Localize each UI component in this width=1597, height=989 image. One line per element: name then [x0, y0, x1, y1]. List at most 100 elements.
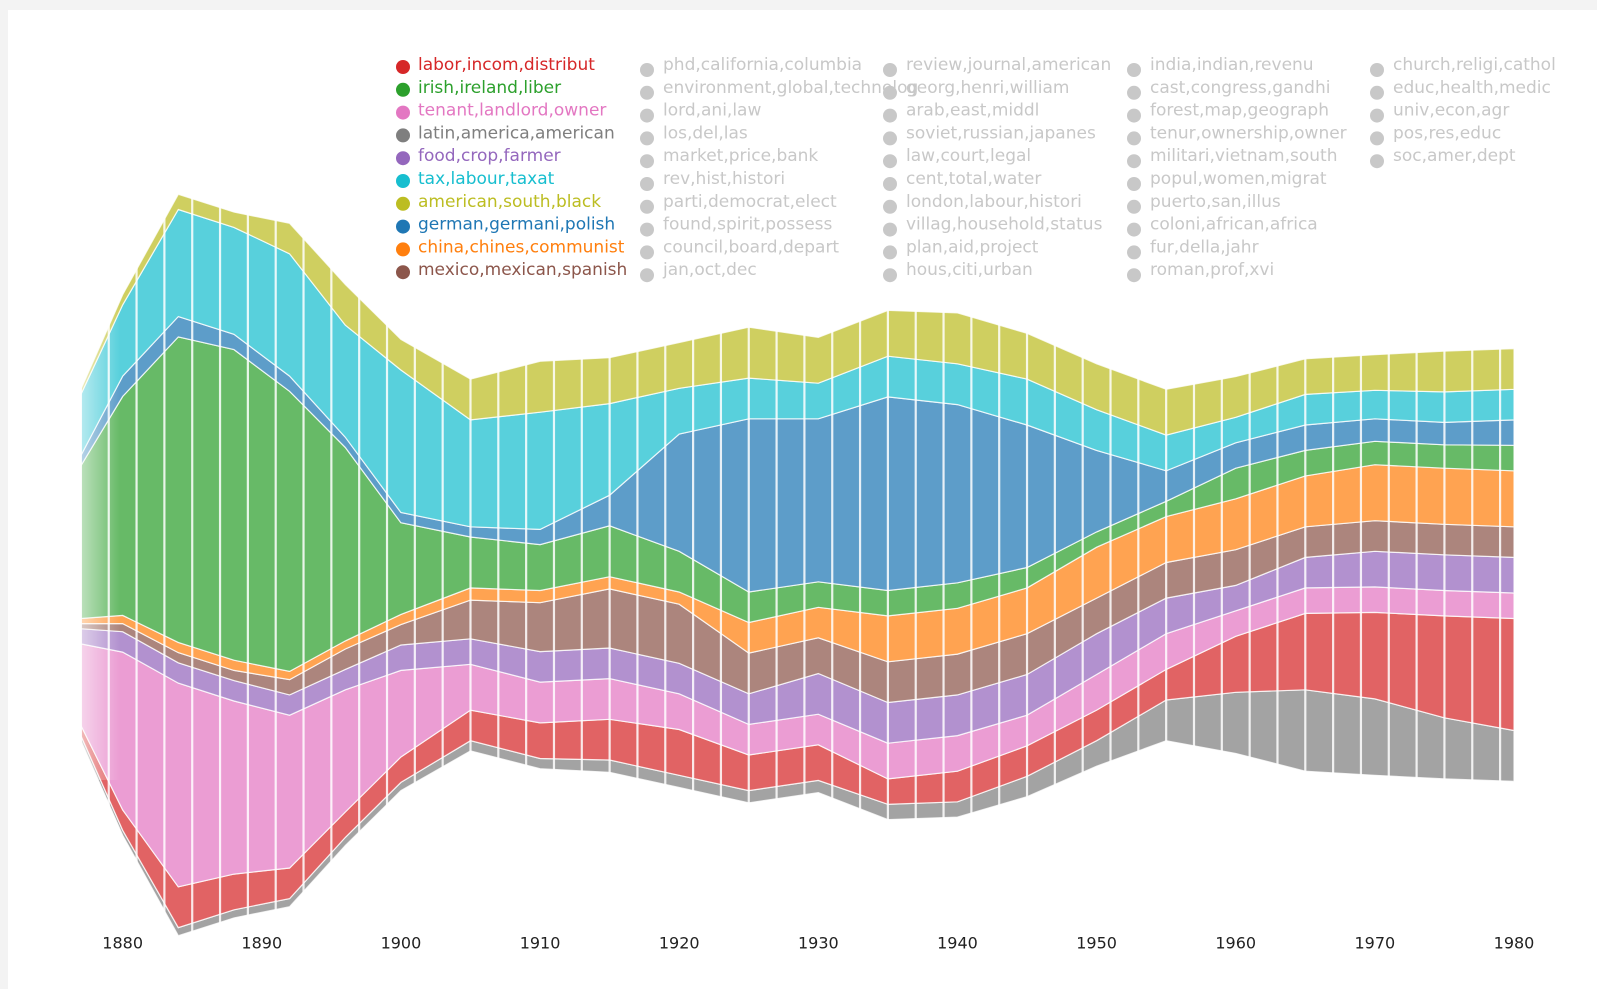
inactive-marker	[1127, 222, 1141, 237]
inactive-marker	[640, 85, 654, 100]
x-tick-label: 1910	[520, 934, 561, 953]
inactive-marker	[640, 63, 654, 77]
inactive-marker	[883, 154, 897, 169]
inactive-label: popul,women,migrat	[1150, 169, 1327, 189]
legend-marker	[396, 174, 410, 188]
inactive-label: council,board,depart	[663, 237, 839, 257]
legend-marker	[396, 82, 410, 97]
inactive-marker	[883, 268, 897, 283]
inactive-marker	[1127, 131, 1141, 146]
inactive-marker	[1127, 108, 1141, 123]
inactive-label: fur,della,jahr	[1150, 237, 1259, 257]
inactive-marker	[1370, 63, 1384, 77]
inactive-label: villag,household,status	[906, 215, 1103, 235]
year-stripes	[79, 189, 1502, 941]
x-tick-label: 1920	[659, 934, 700, 953]
inactive-marker	[1370, 154, 1384, 169]
x-tick-label: 1960	[1215, 934, 1256, 953]
legend-marker	[396, 151, 410, 166]
inactive-label: educ,health,medic	[1393, 78, 1551, 98]
inactive-label: soviet,russian,japanes	[906, 123, 1096, 143]
x-tick-label: 1970	[1355, 934, 1396, 953]
inactive-label: puerto,san,illus	[1150, 192, 1281, 212]
x-tick-label: 1890	[241, 934, 282, 953]
legend-label: american,south,black	[418, 192, 601, 212]
inactive-marker	[883, 85, 897, 100]
legend-marker	[396, 60, 410, 74]
inactive-label: lord,ani,law	[663, 101, 761, 121]
inactive-marker	[883, 222, 897, 237]
inactive-marker	[1127, 85, 1141, 100]
inactive-marker	[883, 177, 897, 191]
inactive-marker	[640, 245, 654, 260]
x-tick-label: 1950	[1076, 934, 1117, 953]
inactive-label: univ,econ,agr	[1393, 101, 1509, 121]
inactive-marker	[883, 245, 897, 260]
x-tick-label: 1980	[1494, 934, 1535, 953]
stream-layers	[80, 193, 1515, 937]
legend-marker	[396, 105, 410, 120]
inactive-label: pos,res,educ	[1393, 123, 1501, 143]
inactive-marker	[640, 154, 654, 169]
legend-label: german,germani,polish	[418, 215, 615, 235]
inactive-marker	[1370, 108, 1384, 123]
inactive-label: india,indian,revenu	[1150, 55, 1314, 75]
stream-layer	[80, 193, 1515, 436]
inactive-label: london,labour,histori	[906, 192, 1082, 212]
legend-marker	[396, 128, 410, 143]
legend-marker	[396, 219, 410, 234]
inactive-marker	[640, 268, 654, 283]
inactive-label: arab,east,middl	[906, 101, 1039, 121]
inactive-marker	[1127, 63, 1141, 77]
inactive-marker	[1370, 131, 1384, 146]
inactive-marker	[640, 222, 654, 237]
legend-label: labor,incom,distribut	[418, 55, 595, 75]
inactive-label: georg,henri,william	[906, 78, 1069, 98]
x-tick-label: 1940	[937, 934, 978, 953]
inactive-label: environment,global,technolog	[663, 78, 918, 98]
inactive-label: coloni,african,africa	[1150, 215, 1318, 235]
inactive-label: parti,democrat,elect	[663, 192, 837, 212]
x-axis: 1880 1890 1900 1910 1920 1930 1940 1950 1960 1970…	[102, 934, 1534, 953]
inactive-marker	[1127, 268, 1141, 283]
inactive-label: roman,prof,xvi	[1150, 260, 1274, 280]
legend-label: mexico,mexican,spanish	[418, 260, 627, 280]
inactive-label: cast,congress,gandhi	[1150, 78, 1330, 98]
inactive-marker	[1127, 177, 1141, 191]
inactive-label: jan,oct,dec	[662, 260, 757, 280]
legend-label: food,crop,farmer	[418, 146, 561, 166]
inactive-label: rev,hist,histori	[663, 169, 785, 189]
inactive-label: hous,citi,urban	[906, 260, 1033, 280]
legend-label: china,chines,communist	[418, 237, 625, 257]
inactive-label: law,court,legal	[906, 146, 1031, 166]
inactive-label: market,price,bank	[663, 146, 818, 166]
inactive-label: cent,total,water	[906, 169, 1041, 189]
legend-marker	[396, 242, 410, 257]
legend-marker	[396, 265, 410, 280]
inactive-marker	[883, 63, 897, 77]
x-tick-label: 1930	[798, 934, 839, 953]
legend-label: tax,labour,taxat	[418, 169, 555, 189]
legend-marker	[396, 196, 410, 211]
inactive-marker	[1127, 199, 1141, 214]
legend-label: latin,america,american	[418, 123, 615, 143]
inactive-label: church,religi,cathol	[1393, 55, 1556, 75]
inactive-marker	[1370, 85, 1384, 100]
inactive-marker	[640, 108, 654, 123]
legend: labor,incom,distribut irish,ireland,liber…	[396, 55, 1556, 283]
inactive-label: tenur,ownership,owner	[1150, 123, 1347, 143]
inactive-label: soc,amer,dept	[1393, 146, 1516, 166]
inactive-marker	[1127, 154, 1141, 169]
inactive-label: forest,map,geograph	[1150, 101, 1329, 121]
inactive-label: militari,vietnam,south	[1150, 146, 1337, 166]
inactive-label: plan,aid,project	[906, 237, 1039, 257]
inactive-marker	[640, 177, 654, 191]
left-fade	[50, 300, 120, 780]
inactive-marker	[1127, 245, 1141, 260]
inactive-marker	[640, 199, 654, 214]
inactive-label: los,del,las	[663, 123, 748, 143]
inactive-marker	[640, 131, 654, 146]
inactive-label: review,journal,american	[906, 55, 1111, 75]
inactive-marker	[883, 131, 897, 146]
